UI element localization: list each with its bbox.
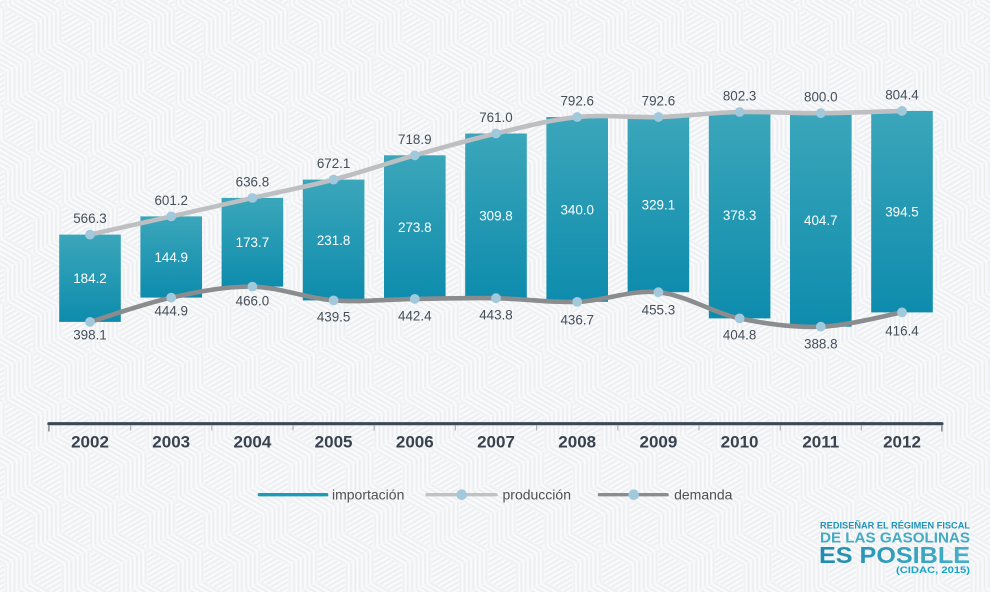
svg-text:601.2: 601.2 xyxy=(154,193,188,208)
svg-text:importación: importación xyxy=(332,486,404,502)
svg-text:394.5: 394.5 xyxy=(885,205,919,220)
svg-text:455.3: 455.3 xyxy=(642,303,676,318)
svg-text:436.7: 436.7 xyxy=(560,313,594,328)
svg-text:804.4: 804.4 xyxy=(885,87,919,102)
svg-text:466.0: 466.0 xyxy=(236,294,270,309)
svg-text:340.0: 340.0 xyxy=(560,202,594,217)
svg-text:2002: 2002 xyxy=(71,433,109,452)
svg-text:2003: 2003 xyxy=(152,433,190,452)
svg-text:329.1: 329.1 xyxy=(642,197,676,212)
svg-text:2009: 2009 xyxy=(639,433,677,452)
svg-text:ES POSIBLE: ES POSIBLE xyxy=(819,542,970,568)
svg-text:442.4: 442.4 xyxy=(398,308,432,323)
svg-text:309.8: 309.8 xyxy=(479,209,513,224)
svg-text:(CIDAC, 2015): (CIDAC, 2015) xyxy=(896,565,970,575)
svg-text:416.4: 416.4 xyxy=(885,323,919,338)
svg-text:404.7: 404.7 xyxy=(804,213,838,228)
svg-text:2007: 2007 xyxy=(477,433,515,452)
svg-text:672.1: 672.1 xyxy=(317,156,351,171)
svg-text:802.3: 802.3 xyxy=(723,89,757,104)
svg-text:443.8: 443.8 xyxy=(479,308,513,323)
svg-text:2011: 2011 xyxy=(802,433,839,452)
svg-text:144.9: 144.9 xyxy=(154,250,188,265)
svg-text:566.3: 566.3 xyxy=(73,211,107,226)
svg-text:273.8: 273.8 xyxy=(398,220,432,235)
svg-text:378.3: 378.3 xyxy=(723,208,757,223)
svg-text:718.9: 718.9 xyxy=(398,132,432,147)
svg-text:2006: 2006 xyxy=(396,433,434,452)
svg-text:444.9: 444.9 xyxy=(154,304,188,319)
svg-text:398.1: 398.1 xyxy=(73,328,107,343)
svg-text:producción: producción xyxy=(503,486,572,502)
svg-text:404.8: 404.8 xyxy=(723,327,757,342)
svg-text:184.2: 184.2 xyxy=(73,271,107,286)
svg-text:demanda: demanda xyxy=(674,486,733,502)
svg-text:231.8: 231.8 xyxy=(317,233,351,248)
svg-text:800.0: 800.0 xyxy=(804,90,838,105)
svg-text:792.6: 792.6 xyxy=(642,94,676,109)
svg-text:2004: 2004 xyxy=(233,433,271,452)
svg-text:2010: 2010 xyxy=(721,433,759,452)
svg-text:792.6: 792.6 xyxy=(560,94,594,109)
svg-text:761.0: 761.0 xyxy=(479,110,513,125)
svg-text:REDISEÑAR EL RÉGIMEN FISCAL: REDISEÑAR EL RÉGIMEN FISCAL xyxy=(820,521,971,531)
svg-text:2008: 2008 xyxy=(558,433,596,452)
svg-text:2005: 2005 xyxy=(315,433,353,452)
svg-text:2012: 2012 xyxy=(883,433,921,452)
svg-text:DE LAS GASOLINAS: DE LAS GASOLINAS xyxy=(820,530,970,546)
svg-text:388.8: 388.8 xyxy=(804,336,838,351)
svg-text:173.7: 173.7 xyxy=(236,235,270,250)
svg-text:636.8: 636.8 xyxy=(236,174,270,189)
svg-text:439.5: 439.5 xyxy=(317,309,351,324)
